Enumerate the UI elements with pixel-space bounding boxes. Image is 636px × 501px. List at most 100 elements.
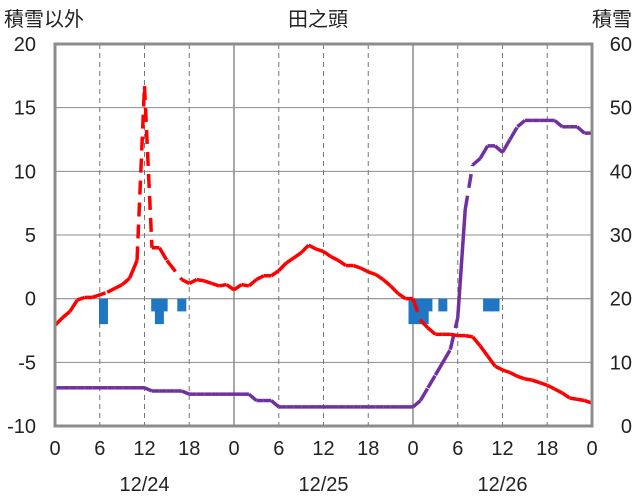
temperature-segment bbox=[113, 283, 123, 291]
temperature-segment bbox=[352, 263, 362, 270]
temperature-segment bbox=[247, 278, 258, 288]
snow-depth-segment bbox=[575, 125, 586, 135]
y-left-tick-label: 5 bbox=[25, 225, 36, 247]
temperature-segment bbox=[516, 374, 526, 381]
y-right-tick-label: 20 bbox=[610, 289, 632, 311]
temperature-segment bbox=[382, 278, 392, 288]
chart-title: 田之頭 bbox=[288, 8, 348, 31]
temperature-segment bbox=[478, 344, 489, 358]
snow-depth-segment bbox=[448, 317, 460, 350]
snow-depth-segment bbox=[508, 125, 519, 141]
temperature-segment bbox=[241, 282, 250, 288]
temperature-segment bbox=[501, 368, 511, 375]
temperature-segment bbox=[106, 286, 116, 294]
temperature-segment bbox=[367, 270, 377, 277]
bar bbox=[438, 298, 448, 312]
temperature-segment bbox=[76, 295, 86, 302]
x-tick-label: 12 bbox=[312, 438, 334, 460]
snow-depth-segment bbox=[247, 392, 258, 402]
snow-depth-segment bbox=[516, 119, 527, 129]
y-left-tick-label: 10 bbox=[14, 161, 36, 183]
temperature-segment bbox=[553, 387, 563, 395]
temperature-segment bbox=[426, 326, 437, 336]
temperature-segment bbox=[307, 243, 317, 251]
bar bbox=[408, 298, 418, 325]
temperature-segment bbox=[127, 259, 139, 279]
y-left-tick-label: 15 bbox=[14, 98, 36, 120]
grid bbox=[55, 43, 592, 427]
temperature-segment bbox=[120, 276, 131, 286]
y-left-label: 積雪以外 bbox=[4, 8, 84, 31]
temperature-segment bbox=[524, 377, 533, 382]
temperature-segment bbox=[411, 298, 423, 321]
temperature-segment bbox=[531, 378, 541, 385]
temperature-segment bbox=[374, 273, 385, 282]
x-tick-label: 0 bbox=[586, 438, 597, 460]
temperature-segment bbox=[180, 278, 191, 285]
x-tick-label: 6 bbox=[273, 438, 284, 460]
x-tick-label: 0 bbox=[49, 438, 60, 460]
snow-depth-segment bbox=[418, 386, 430, 402]
plot-frame bbox=[53, 42, 594, 428]
temperature-segment bbox=[539, 381, 548, 387]
snow-depth-segment bbox=[553, 119, 564, 129]
temperature-segment bbox=[299, 243, 310, 255]
snow-depth-segment bbox=[471, 157, 482, 167]
temperature-segment bbox=[337, 259, 347, 268]
temperature-segment bbox=[576, 397, 585, 403]
x-tick-label: 0 bbox=[228, 438, 239, 460]
temperature-segment bbox=[569, 396, 578, 401]
temperature-segment bbox=[157, 246, 169, 262]
temperature-segment bbox=[330, 255, 340, 263]
snow-depth-segment bbox=[463, 164, 475, 210]
bar bbox=[483, 298, 493, 312]
y-right-tick-label: 0 bbox=[621, 416, 632, 438]
snow-depth-segment bbox=[456, 209, 467, 318]
x-tick-label: 12 bbox=[491, 438, 513, 460]
y-right-tick-label: 30 bbox=[610, 225, 632, 247]
bar bbox=[490, 298, 500, 312]
temperature-segment bbox=[464, 333, 473, 339]
temperature-segment bbox=[546, 383, 556, 391]
snow-depth-segment bbox=[478, 144, 490, 160]
x-tick-label: 18 bbox=[178, 438, 200, 460]
temperature-segment bbox=[165, 259, 184, 281]
temperature-segment bbox=[203, 279, 213, 286]
snow-depth-segment bbox=[500, 138, 512, 154]
y-right-tick-label: 60 bbox=[610, 34, 632, 56]
temperature-segment bbox=[494, 364, 504, 372]
y-left-tick-label: -5 bbox=[18, 352, 36, 374]
temperature-segment bbox=[509, 370, 519, 378]
snow-depth-segment bbox=[143, 386, 153, 393]
y-right-tick-label: 50 bbox=[610, 98, 632, 120]
x-tick-label: 12 bbox=[133, 438, 155, 460]
temperature-segment bbox=[471, 335, 482, 347]
x-tick-label: 6 bbox=[94, 438, 105, 460]
date-label: 12/24 bbox=[119, 474, 169, 496]
temperature-segment bbox=[255, 274, 265, 282]
y-left-tick-label: -10 bbox=[7, 416, 36, 438]
y-right-tick-label: 10 bbox=[610, 352, 632, 374]
bar bbox=[158, 298, 168, 312]
temperature-segment bbox=[196, 277, 205, 283]
temperature-segment bbox=[397, 292, 407, 301]
temperature-segment bbox=[211, 281, 220, 288]
temperature-segment bbox=[486, 354, 497, 368]
temperature-segment bbox=[315, 247, 325, 254]
temperature-segment bbox=[277, 261, 288, 272]
x-tick-label: 18 bbox=[536, 438, 558, 460]
temperature-segment bbox=[61, 310, 72, 320]
temperature-segment bbox=[270, 269, 280, 278]
temperature-segment bbox=[389, 284, 400, 295]
snow-depth-segment bbox=[426, 374, 437, 389]
x-tick-label: 0 bbox=[407, 438, 418, 460]
date-label: 12/26 bbox=[477, 474, 527, 496]
bar bbox=[177, 298, 187, 312]
snow-depth-segment bbox=[411, 399, 422, 409]
temperature-segment bbox=[233, 283, 243, 292]
temperature-segment bbox=[322, 250, 332, 259]
temperature-segment bbox=[292, 251, 303, 260]
date-label: 12/25 bbox=[298, 474, 348, 496]
y-left-tick-label: 0 bbox=[25, 289, 36, 311]
